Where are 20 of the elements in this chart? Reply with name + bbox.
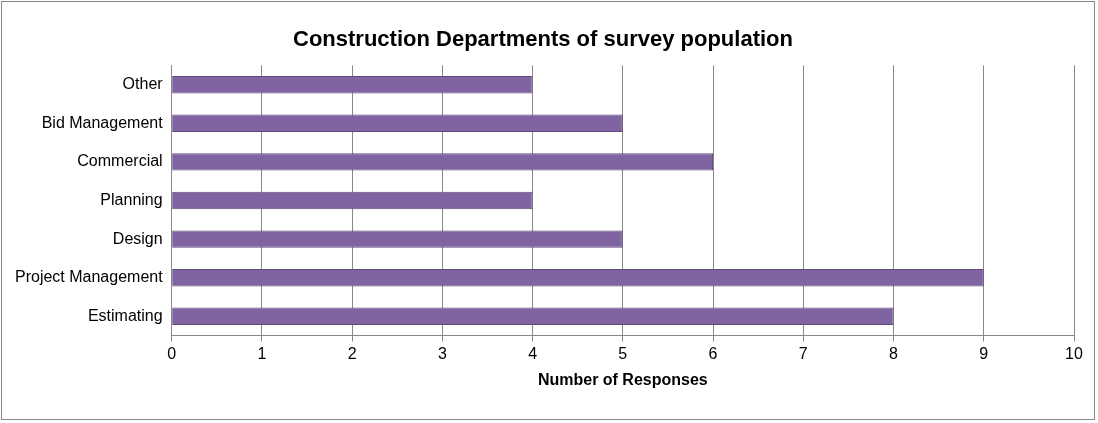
y-tick-label: Bid Management [41, 113, 164, 131]
x-tick-label: 0 [167, 344, 177, 362]
x-tick-label: 4 [528, 344, 538, 362]
x-tick-label: 5 [618, 344, 628, 362]
x-tick-label: 6 [708, 344, 718, 362]
x-axis-title: Number of Responses [537, 370, 708, 388]
chart-title: Construction Departments of survey population [293, 26, 793, 52]
y-tick-label: Project Management [14, 268, 164, 286]
x-tick-label: 8 [889, 344, 899, 362]
x-tick-label: 2 [347, 344, 357, 362]
y-tick-label: Commercial [77, 152, 163, 170]
x-tick-label: 1 [257, 344, 267, 362]
x-tick-label: 9 [979, 344, 989, 362]
y-tick-label: Other [122, 75, 164, 93]
x-tick-label: 10 [1065, 344, 1083, 362]
y-tick-label: Planning [100, 190, 163, 208]
y-tick-label: Estimating [87, 306, 163, 324]
x-tick-label: 7 [798, 344, 808, 362]
y-tick-label: Design [112, 229, 163, 247]
x-tick-label: 3 [437, 344, 447, 362]
